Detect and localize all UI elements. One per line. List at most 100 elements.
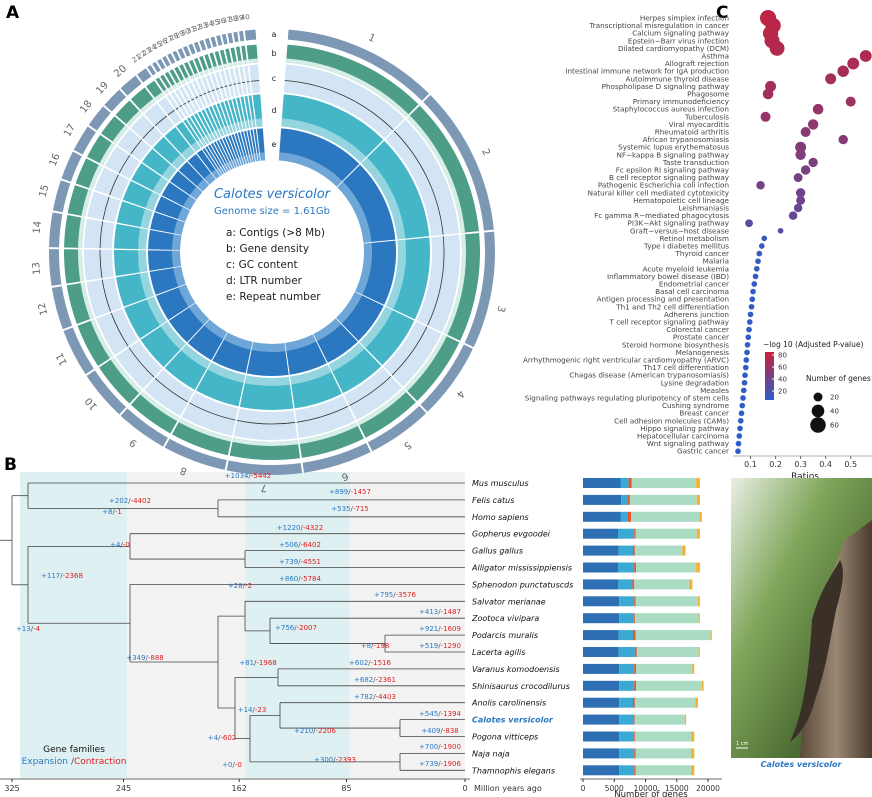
bar-segment <box>583 647 619 657</box>
bar-segment <box>621 494 628 505</box>
track-inner-band <box>112 125 129 144</box>
track-ring <box>171 418 232 456</box>
track-inner-band <box>239 156 244 166</box>
track-inner-band <box>139 272 154 299</box>
track-inner-band <box>245 120 250 129</box>
bar-segment <box>634 765 636 776</box>
point <box>748 303 755 310</box>
point <box>738 410 745 417</box>
bar-segment <box>583 697 620 708</box>
panel-label: C <box>716 3 728 23</box>
point <box>812 103 824 115</box>
family-change: +13/-4 <box>16 625 41 633</box>
point <box>745 219 753 228</box>
family-change: +519/-1290 <box>419 642 461 650</box>
family-change: +28/-2 <box>228 582 252 590</box>
point <box>800 165 811 175</box>
track-inner-band <box>81 189 93 217</box>
expansion: +795 <box>374 591 393 599</box>
bar-segment <box>699 511 702 522</box>
track-ring <box>302 443 371 473</box>
species-label: Naja naja <box>472 749 510 758</box>
contraction: -4402 <box>131 497 151 505</box>
bar-segment <box>635 765 692 776</box>
family-change: +349/-888 <box>126 654 163 662</box>
track-ring <box>227 32 234 44</box>
contraction: -5442 <box>251 472 271 480</box>
bar-segment <box>583 478 621 488</box>
track-inner-band <box>244 155 249 164</box>
track-inner-band <box>190 141 201 152</box>
bar-segment <box>635 630 711 641</box>
species-label: Homo sapiens <box>472 513 529 522</box>
expansion: +921 <box>419 625 438 633</box>
bar-segment <box>695 697 698 708</box>
point <box>755 258 761 265</box>
track-ring <box>359 306 415 366</box>
gc-line <box>179 105 183 108</box>
pathway-label: Colorectal cancer <box>666 325 729 334</box>
track-inner-band <box>299 422 358 444</box>
track-inner-band <box>236 157 242 166</box>
track-inner-band <box>196 179 209 192</box>
bar-segment <box>632 579 635 590</box>
bar-segment <box>583 579 618 590</box>
pathway-label: Tuberculosis <box>684 112 729 121</box>
pathway-label: Epstein−Barr virus infection <box>628 36 729 45</box>
bar-segment <box>692 663 695 674</box>
track-letter: c <box>272 74 276 83</box>
pathway-label: Cushing syndrome <box>662 401 730 410</box>
bar-segment <box>635 596 698 607</box>
gc-line <box>236 420 296 425</box>
track-inner-band <box>152 176 168 195</box>
point <box>847 57 860 70</box>
gc-line <box>224 85 228 88</box>
point <box>740 387 747 394</box>
color-tick-label: 20 <box>778 388 787 396</box>
track-inner-band <box>78 249 85 282</box>
track-ring <box>344 367 403 420</box>
pathway-label: Th17 cell differentiation <box>642 363 729 372</box>
track-inner-band <box>218 166 224 175</box>
gc-line <box>211 89 215 92</box>
expansion: +202 <box>109 497 128 505</box>
gc-line <box>128 347 155 378</box>
gc-line <box>183 102 187 105</box>
pathway-label: Gastric cancer <box>677 447 729 456</box>
track-inner-band <box>238 60 243 65</box>
point <box>739 402 746 409</box>
separator: / <box>333 756 336 764</box>
track-inner-band <box>88 164 103 190</box>
chromosome-label: 17 <box>62 122 78 139</box>
pathway-label: Chagas disease (American trypanosomiasis… <box>569 371 729 380</box>
gc-line <box>99 221 104 249</box>
track-inner-band <box>171 154 186 169</box>
family-change: +81/-1968 <box>239 659 276 667</box>
legend-item: d: LTR number <box>226 275 303 287</box>
gc-line <box>220 86 224 89</box>
track-ring <box>157 58 166 70</box>
gc-line <box>203 92 207 95</box>
separator: / <box>31 625 34 633</box>
pathway-label: Adherens junction <box>664 310 729 319</box>
track-letter: d <box>271 106 276 115</box>
track-inner-band <box>212 131 218 140</box>
track-inner-band <box>194 72 200 78</box>
point <box>741 379 748 386</box>
bar-segment <box>583 511 621 522</box>
track-inner-band <box>222 164 229 172</box>
track-inner-band <box>90 319 114 359</box>
separator: / <box>232 761 235 769</box>
x-tick-label: 0 <box>462 784 467 793</box>
pathway-label: Transcriptional misregulation in cancer <box>588 21 729 30</box>
bar-segment <box>583 613 620 624</box>
pathway-label: Systemic lupus erythematosus <box>618 143 729 152</box>
family-change: +739/-1906 <box>419 760 461 768</box>
track-ring <box>144 369 194 417</box>
bar-segment <box>698 596 700 607</box>
bar-segment <box>619 596 635 607</box>
bar-segment <box>691 765 695 776</box>
legend-separator: / <box>71 757 75 767</box>
track-inner-band <box>189 186 203 200</box>
contraction: -2 <box>245 582 252 590</box>
